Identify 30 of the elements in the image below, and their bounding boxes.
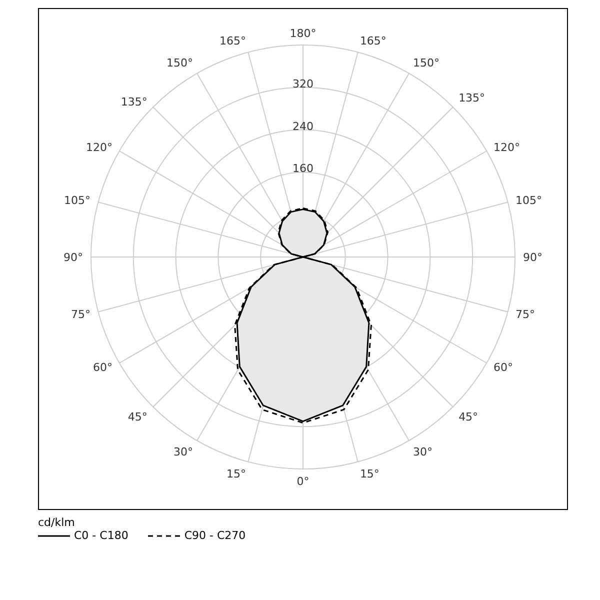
spoke-label: 90° xyxy=(523,250,542,264)
spoke-label: 150° xyxy=(166,56,193,70)
legend-label: C90 - C270 xyxy=(184,529,246,542)
spoke-label: 135° xyxy=(458,91,486,104)
spoke-label: 120° xyxy=(494,140,520,154)
spoke-label: 45° xyxy=(128,410,148,424)
spoke-label: 60° xyxy=(494,360,514,374)
spoke-label: 105° xyxy=(64,194,90,207)
spoke-label: 15° xyxy=(226,467,246,480)
y-tick-label: 240 xyxy=(292,120,314,133)
spoke-label: 165° xyxy=(360,34,386,48)
spoke-label: 75° xyxy=(516,308,536,321)
legend-title: cd/klm xyxy=(38,516,76,529)
spoke-label: 120° xyxy=(86,140,112,154)
spoke-label: 15° xyxy=(360,467,380,480)
legend-label: C0 - C180 xyxy=(74,529,128,542)
spoke-label: 135° xyxy=(120,95,148,108)
spoke-label: 180° xyxy=(290,27,316,40)
spoke-label: 165° xyxy=(220,34,246,48)
spoke-label: 0° xyxy=(296,474,310,488)
spoke-label: 30° xyxy=(413,445,432,458)
spoke-label: 45° xyxy=(458,410,478,424)
spoke-label: 60° xyxy=(92,360,112,374)
y-tick-label: 160 xyxy=(292,162,314,176)
spoke-label: 90° xyxy=(64,250,83,264)
spoke-label: 105° xyxy=(516,194,542,207)
y-tick-label: 320 xyxy=(292,77,314,90)
spoke-label: 75° xyxy=(70,308,90,321)
spoke-label: 150° xyxy=(413,56,440,70)
spoke-label: 30° xyxy=(174,445,193,458)
